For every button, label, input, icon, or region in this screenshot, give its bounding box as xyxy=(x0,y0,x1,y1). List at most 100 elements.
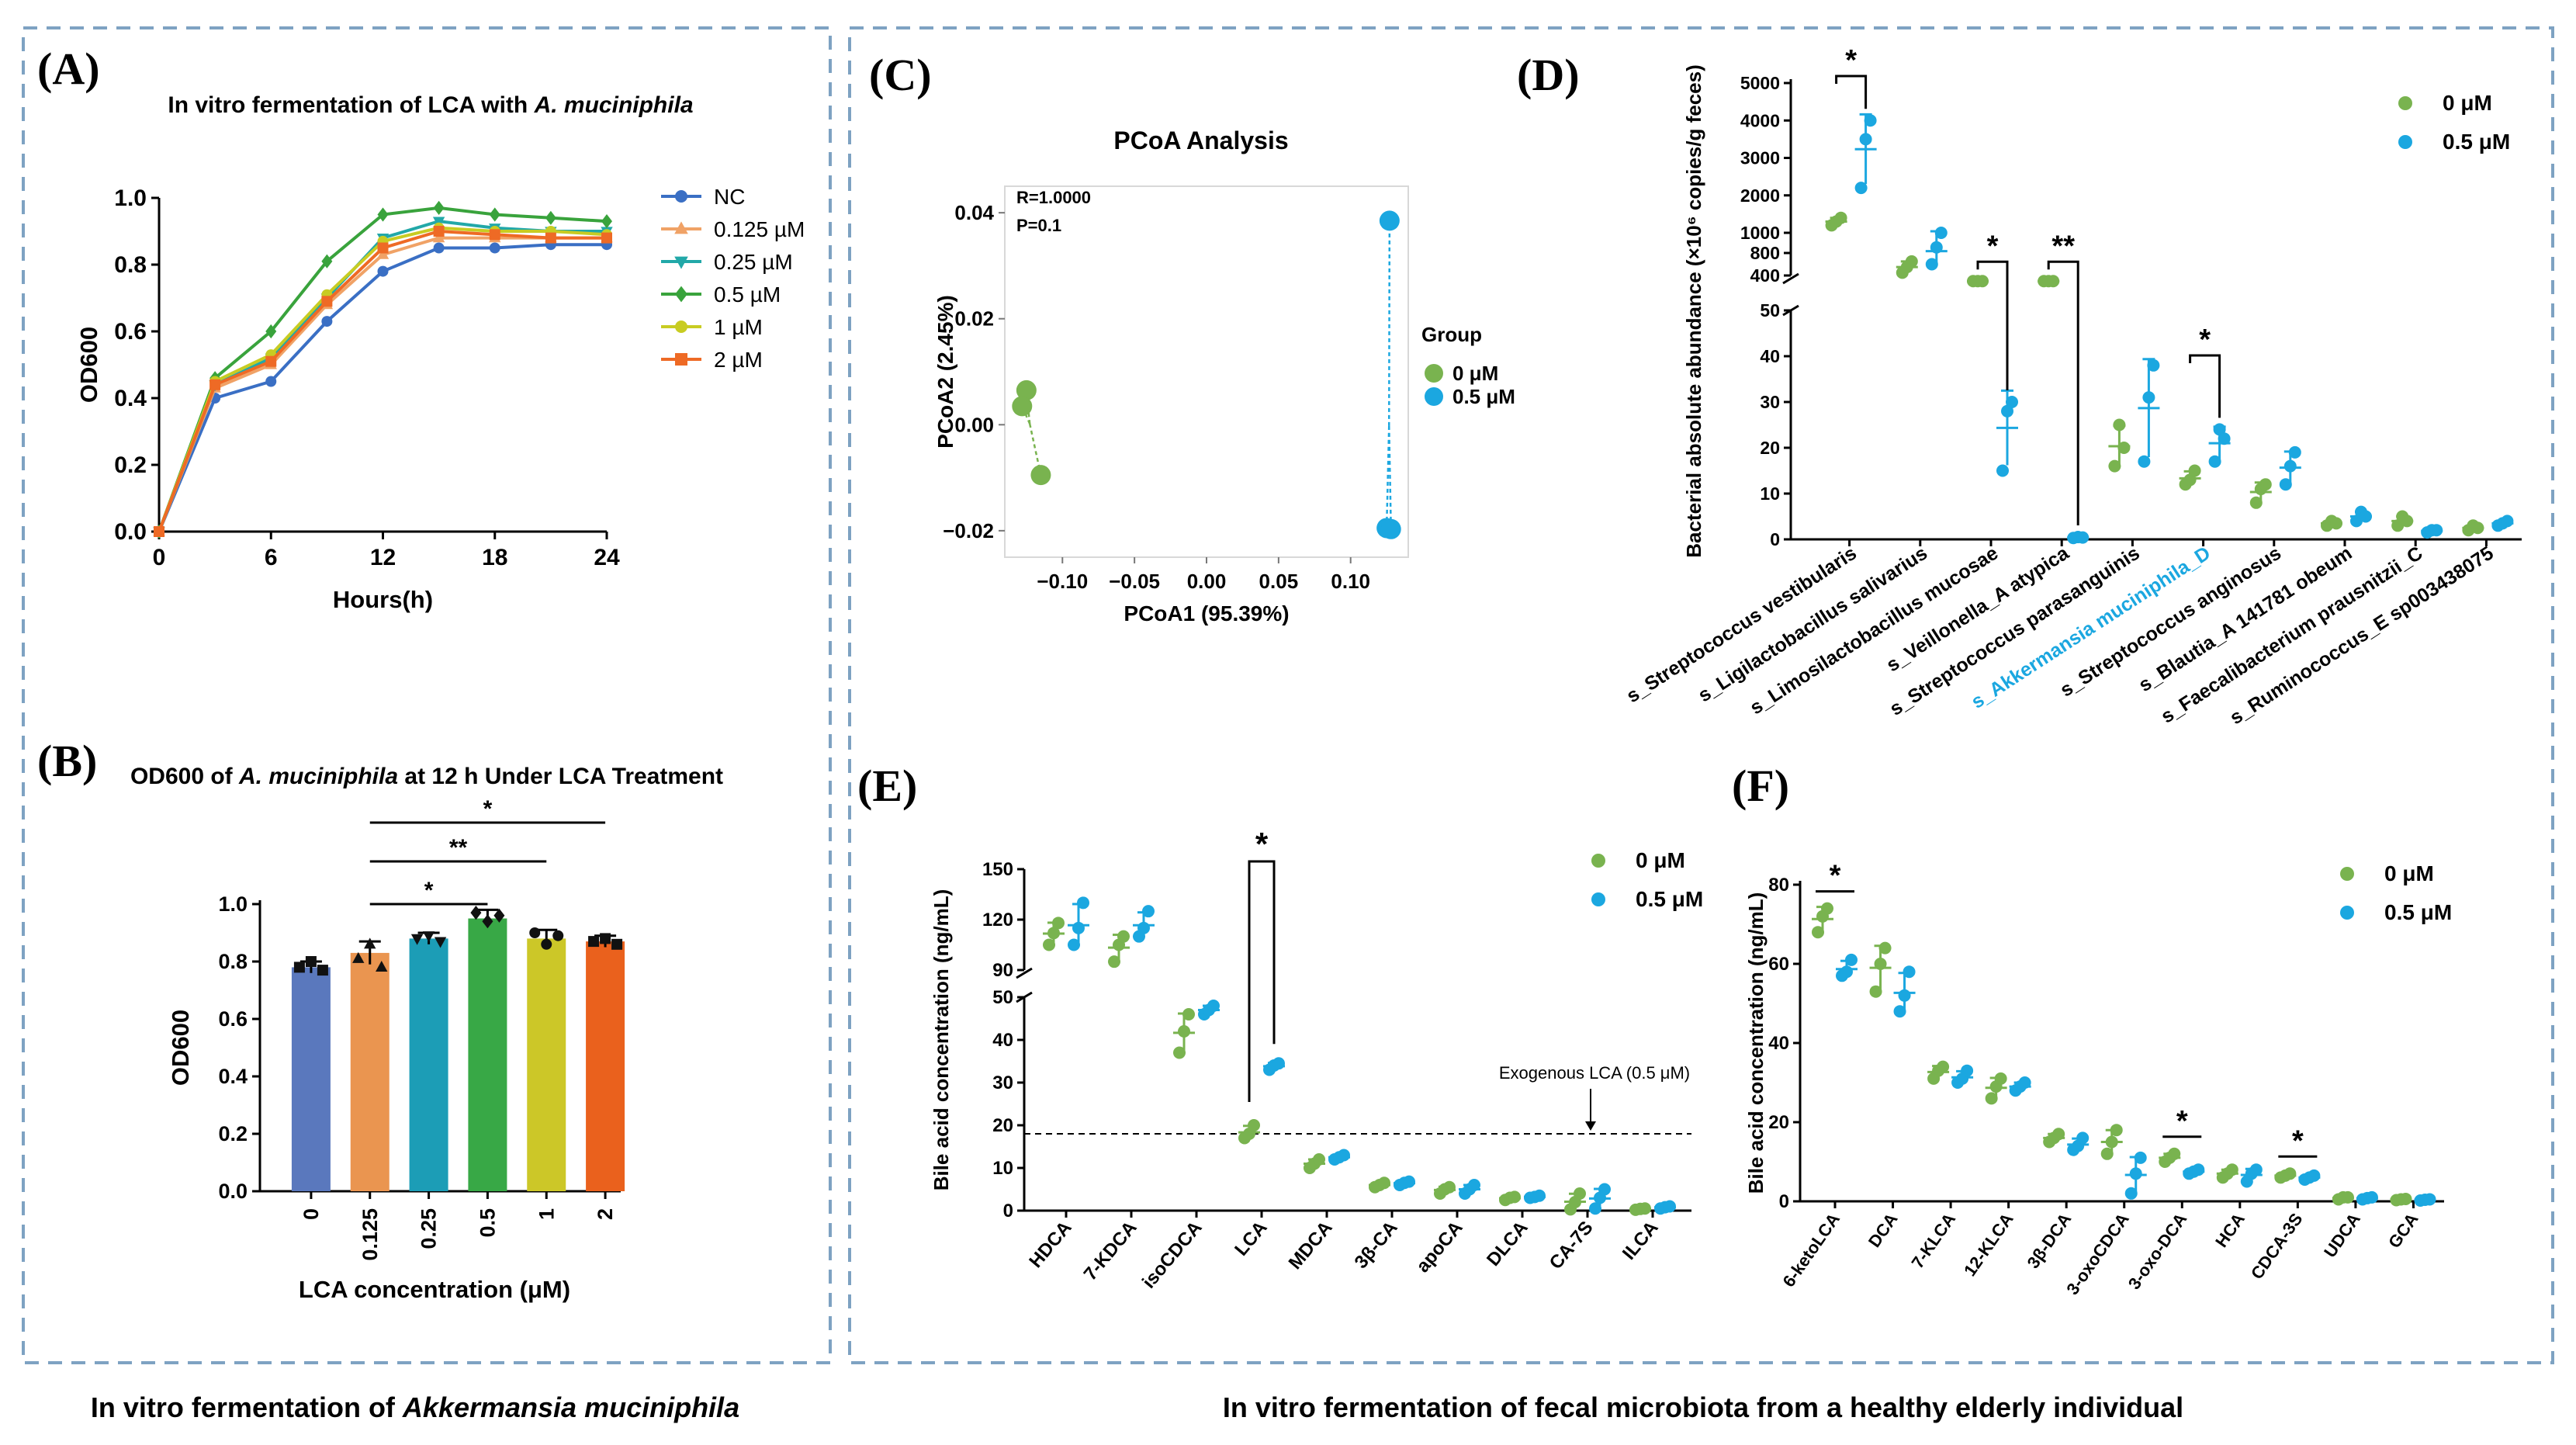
panel-c-title: PCoA Analysis xyxy=(1113,126,1288,154)
x-tick-label: ILCA xyxy=(1619,1218,1663,1264)
data-point xyxy=(2052,1128,2065,1141)
bar xyxy=(586,941,625,1191)
legend-marker xyxy=(2340,867,2354,881)
x-tick-label: HDCA xyxy=(1025,1218,1075,1272)
data-point xyxy=(432,217,445,228)
data-point xyxy=(489,207,500,222)
data-point xyxy=(209,379,221,390)
replicate-point xyxy=(434,937,447,948)
y-tick-label: 1.0 xyxy=(114,185,147,211)
data-point xyxy=(376,248,390,259)
data-point xyxy=(1142,905,1155,918)
data-point xyxy=(1108,955,1120,969)
data-point xyxy=(2100,1147,2114,1160)
x-tick-label: 0.05 xyxy=(1259,570,1299,593)
x-tick-label: GCA xyxy=(2384,1209,2422,1251)
data-point xyxy=(377,265,389,277)
legend-marker xyxy=(1425,387,1443,406)
legend-label: 1 µM xyxy=(714,315,763,339)
data-point xyxy=(1077,896,1089,910)
y-tick-label: 30 xyxy=(1760,392,1780,412)
data-point xyxy=(545,210,556,225)
significance-bracket xyxy=(2047,260,2079,526)
data-point xyxy=(1052,917,1065,930)
y-tick-label: 0.0 xyxy=(114,519,147,545)
data-point xyxy=(2365,1190,2378,1204)
panel-a-title: In vitro fermentation of LCA with A. muc… xyxy=(168,92,693,118)
replicate-point xyxy=(422,931,435,943)
x-tick-label: 12 xyxy=(370,545,396,570)
legend-label: 0.5 μM xyxy=(1636,887,1703,911)
data-point xyxy=(2501,515,2514,528)
y-tick-label: 0 xyxy=(1779,1191,1789,1212)
chart-a: 0 6 12 18 24 0.0 0.2 0.4 0.6 0.8 1.0 Hours(h) OD600 N… xyxy=(75,185,805,613)
data-point xyxy=(2076,531,2090,544)
data-point xyxy=(1047,927,1060,940)
data-point xyxy=(1173,1046,1186,1059)
data-point xyxy=(2147,359,2160,372)
data-point xyxy=(1182,1008,1195,1021)
legend-label: 0 μM xyxy=(1452,362,1498,385)
x-tick-label: 0.5 xyxy=(476,1208,499,1238)
data-point xyxy=(1068,938,1080,951)
y-tick-label: 1.0 xyxy=(218,892,248,916)
data-point xyxy=(1043,938,1055,951)
data-point xyxy=(1937,1060,1950,1073)
panel-label-e: (E) xyxy=(857,761,917,811)
legend-marker xyxy=(674,256,688,269)
y-tick-label: 80 xyxy=(1768,875,1789,896)
series-line xyxy=(158,236,607,532)
data-point xyxy=(2283,459,2297,473)
frame-right xyxy=(848,26,2554,1364)
replicate-point xyxy=(611,938,623,950)
y-tick-label: 0.04 xyxy=(954,201,994,224)
y-axis-label: OD600 xyxy=(75,327,102,403)
x-tick-label: 0 xyxy=(299,1208,323,1220)
data-point xyxy=(2341,1190,2354,1204)
data-point xyxy=(1443,1180,1456,1194)
x-axis-label: PCoA1 (95.39%) xyxy=(1124,601,1289,625)
significance-label: * xyxy=(424,878,434,903)
data-point xyxy=(2192,1163,2205,1176)
data-point xyxy=(489,242,500,254)
data-point xyxy=(2183,473,2197,487)
legend-marker xyxy=(674,221,688,234)
data-point xyxy=(2218,432,2231,445)
data-point xyxy=(1178,1025,1190,1038)
x-tick-label: 2 xyxy=(594,1208,617,1220)
x-tick-label: MDCA xyxy=(1285,1218,1337,1274)
replicate-point xyxy=(493,908,505,923)
x-tick-label: isoCDCA xyxy=(1138,1218,1207,1293)
data-point xyxy=(1639,1202,1651,1215)
sample-point xyxy=(1030,465,1051,486)
data-point xyxy=(2279,478,2292,491)
bar xyxy=(291,967,331,1191)
y-tick-label: 0.2 xyxy=(218,1122,248,1145)
data-point xyxy=(2208,455,2221,468)
replicate-point xyxy=(470,906,482,920)
data-point xyxy=(433,200,445,215)
data-point xyxy=(1589,1202,1601,1215)
data-point xyxy=(1207,1000,1220,1012)
data-point xyxy=(1117,930,1130,943)
sample-point xyxy=(1380,518,1401,539)
x-axis-label: Hours(h) xyxy=(333,586,433,613)
significance-label: * xyxy=(1255,826,1269,862)
data-point xyxy=(2225,1163,2238,1176)
legend-marker xyxy=(675,286,687,303)
data-point xyxy=(1994,1072,2007,1085)
data-point xyxy=(2249,1163,2263,1176)
legend-title: Group xyxy=(1421,323,1482,346)
replicate-point xyxy=(364,937,376,949)
data-point xyxy=(2391,519,2405,532)
data-point xyxy=(2288,445,2301,459)
data-point xyxy=(1859,133,1872,146)
x-tick-label: DLCA xyxy=(1483,1218,1532,1270)
legend-label: 0.5 μM xyxy=(2443,130,2510,154)
x-tick-label: 6 xyxy=(265,545,278,570)
y-axis-label: OD600 xyxy=(167,1010,194,1086)
data-point xyxy=(1533,1189,1546,1202)
data-point xyxy=(1845,953,1858,966)
